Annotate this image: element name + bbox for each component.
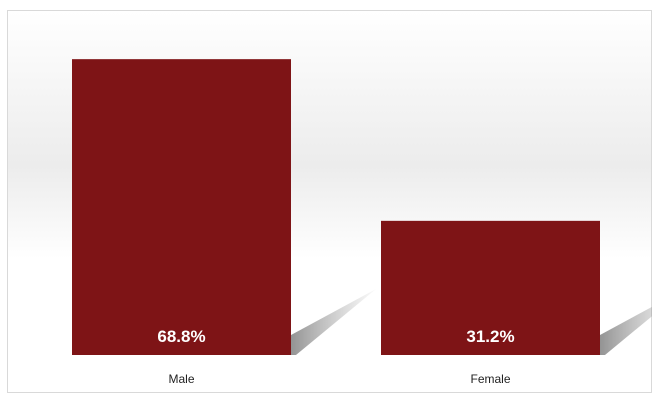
tick-label-female: Female bbox=[470, 372, 510, 386]
tick-label-male: Male bbox=[168, 372, 194, 386]
bar-shadows bbox=[291, 289, 652, 355]
x-axis-tick-labels: Male Female bbox=[168, 372, 510, 386]
bar-shadow-male bbox=[291, 289, 376, 355]
bar-shadow-female bbox=[600, 306, 652, 355]
bar-female bbox=[381, 220, 600, 355]
data-labels: 68.8% 31.2% bbox=[157, 327, 514, 346]
data-label-female: 31.2% bbox=[466, 327, 514, 346]
bar-male bbox=[72, 59, 291, 355]
data-label-male: 68.8% bbox=[157, 327, 205, 346]
bars bbox=[72, 59, 600, 355]
